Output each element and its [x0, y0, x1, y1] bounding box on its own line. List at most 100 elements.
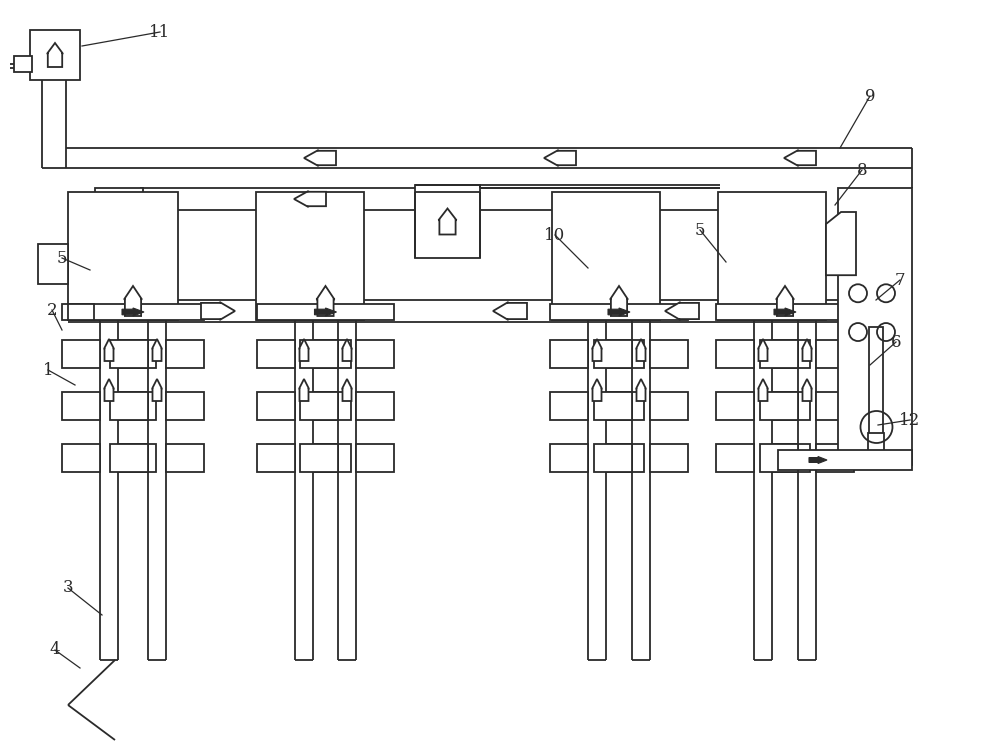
Bar — [257, 340, 295, 368]
Bar — [816, 444, 854, 472]
Polygon shape — [317, 286, 335, 316]
Bar — [606, 340, 644, 368]
Bar — [760, 392, 798, 420]
Text: 4: 4 — [50, 642, 60, 658]
Text: 6: 6 — [891, 333, 901, 350]
Polygon shape — [304, 150, 336, 166]
Bar — [110, 340, 148, 368]
Text: 1: 1 — [43, 361, 53, 378]
Bar — [816, 340, 854, 368]
Bar — [62, 340, 100, 368]
Bar — [30, 30, 80, 80]
Text: 2: 2 — [47, 301, 57, 318]
Bar — [594, 444, 632, 472]
Bar — [606, 444, 644, 472]
Polygon shape — [342, 339, 352, 361]
Polygon shape — [665, 302, 699, 320]
Polygon shape — [758, 379, 768, 401]
Polygon shape — [299, 379, 309, 401]
Bar — [300, 392, 338, 420]
Bar — [95, 188, 143, 210]
Polygon shape — [493, 302, 527, 320]
Bar — [62, 392, 100, 420]
Bar — [816, 392, 854, 420]
Bar — [716, 444, 754, 472]
Polygon shape — [315, 308, 337, 316]
Bar — [166, 340, 204, 368]
Text: 8: 8 — [857, 162, 867, 179]
Bar — [300, 340, 338, 368]
Polygon shape — [122, 308, 144, 316]
Polygon shape — [592, 379, 602, 401]
Bar — [313, 392, 351, 420]
Bar — [650, 444, 688, 472]
Bar — [550, 304, 688, 320]
Bar — [257, 392, 295, 420]
Text: 5: 5 — [695, 222, 705, 238]
Bar — [650, 340, 688, 368]
Text: 11: 11 — [149, 24, 171, 41]
Polygon shape — [124, 286, 142, 316]
Polygon shape — [152, 339, 162, 361]
Polygon shape — [104, 379, 114, 401]
Bar — [716, 340, 754, 368]
Bar — [716, 392, 754, 420]
Polygon shape — [544, 150, 576, 166]
Polygon shape — [802, 339, 812, 361]
Bar — [166, 444, 204, 472]
Bar — [606, 392, 644, 420]
Bar — [772, 340, 810, 368]
Bar — [313, 340, 351, 368]
Bar — [778, 450, 912, 470]
Polygon shape — [342, 379, 352, 401]
Bar — [550, 392, 588, 420]
Polygon shape — [802, 379, 812, 401]
Bar — [256, 192, 364, 320]
Bar — [650, 392, 688, 420]
Bar — [356, 340, 394, 368]
Polygon shape — [47, 43, 63, 67]
Bar — [552, 192, 660, 320]
Polygon shape — [636, 379, 646, 401]
Bar — [300, 444, 338, 472]
Polygon shape — [592, 339, 602, 361]
Polygon shape — [784, 150, 816, 166]
Polygon shape — [439, 209, 457, 234]
Text: 12: 12 — [899, 412, 921, 428]
Polygon shape — [201, 302, 235, 320]
Bar — [760, 340, 798, 368]
Polygon shape — [776, 286, 794, 316]
Polygon shape — [152, 379, 162, 401]
Text: 5: 5 — [57, 249, 67, 266]
Bar — [772, 444, 810, 472]
Bar — [118, 340, 156, 368]
Bar — [118, 392, 156, 420]
Bar — [356, 444, 394, 472]
Bar — [68, 304, 94, 320]
Bar — [550, 444, 588, 472]
Polygon shape — [774, 308, 796, 316]
Bar — [838, 188, 912, 465]
Bar — [550, 340, 588, 368]
Bar — [869, 326, 883, 455]
Polygon shape — [299, 339, 309, 361]
Bar — [38, 244, 68, 284]
Polygon shape — [758, 339, 768, 361]
Text: 10: 10 — [544, 226, 566, 243]
Polygon shape — [636, 339, 646, 361]
Bar — [68, 192, 178, 320]
Bar — [257, 444, 295, 472]
Polygon shape — [104, 339, 114, 361]
Polygon shape — [826, 212, 856, 275]
Bar — [313, 444, 351, 472]
Polygon shape — [610, 286, 628, 316]
Bar — [594, 392, 632, 420]
Bar — [14, 56, 32, 72]
Polygon shape — [809, 456, 827, 464]
Bar — [716, 304, 854, 320]
Bar — [415, 185, 480, 258]
Bar — [257, 304, 394, 320]
Bar — [718, 192, 826, 320]
Polygon shape — [294, 191, 326, 207]
Text: 9: 9 — [865, 88, 875, 105]
